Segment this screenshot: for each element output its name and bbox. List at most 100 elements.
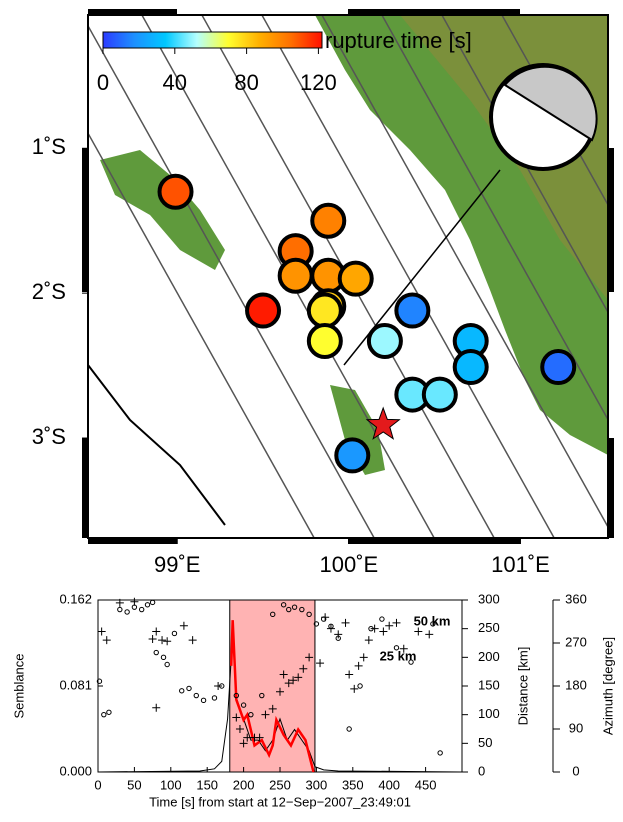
y-axis-label: Semblance [11,653,26,718]
x-tick-label: 350 [342,777,364,792]
source-circle [455,351,487,383]
distance-point [316,659,324,667]
azimuth-point [118,607,122,611]
y3-tick-label: 180 [565,677,587,692]
x-tick-label: 101˚E [491,552,550,577]
distance-point [385,622,393,630]
source-circle [424,379,456,411]
azimuth-point [212,696,216,700]
annotation: 25 km [380,648,417,663]
distance-point [158,636,166,644]
colorbar-tick-label: 0 [97,70,109,95]
azimuth-point [145,603,149,607]
x-tick-label: 250 [269,777,291,792]
figure: rupture time [s] Semblance Distance [km]… [0,0,623,822]
distance-point [103,636,111,644]
y-tick-label: 0.000 [59,763,92,778]
y2-tick-label: 50 [478,735,492,750]
source-circle [369,325,401,357]
distance-point [189,636,197,644]
x-tick-label: 400 [378,777,400,792]
distance-point [345,671,353,679]
colorbar-tick-label: 120 [300,70,337,95]
y3-tick-label: 360 [565,591,587,606]
source-circle [340,263,372,295]
azimuth-point [150,600,154,604]
azimuth-point [107,710,111,714]
source-circle [336,439,368,471]
azimuth-point [154,650,158,654]
azimuth-point [139,607,143,611]
azimuth-point [125,610,129,614]
source-circle [542,351,574,383]
y2-tick-label: 200 [478,649,500,664]
azimuth-point [187,686,191,690]
azimuth-point [194,693,198,697]
y-tick-label: 3˚S [32,424,66,449]
annotation: 50 km [414,613,451,628]
y2-axis-label: Distance [km] [515,647,530,726]
source-circle [309,325,341,357]
source-circle [247,295,279,327]
distance-point [334,630,342,638]
y2-tick-label: 250 [478,620,500,635]
azimuth-point [161,655,165,659]
distance-point [371,625,379,633]
x-tick-label: 0 [94,777,101,792]
azimuth-point [102,712,106,716]
distance-point [152,704,160,712]
x-tick-label: 50 [127,777,141,792]
distance-point [152,628,160,636]
azimuth-point [201,698,205,702]
x-tick-label: 100˚E [319,552,378,577]
distance-point [214,682,222,690]
azimuth-point [347,727,351,731]
distance-point [149,635,157,643]
source-circle [396,295,428,327]
y3-tick-label: 0 [572,763,579,778]
y-tick-label: 0.081 [59,677,92,692]
y-tick-label: 2˚S [32,279,66,304]
azimuth-point [165,662,169,666]
x-tick-label: 100 [160,777,182,792]
y2-tick-label: 300 [478,591,500,606]
source-circle [309,295,341,327]
azimuth-point [172,631,176,635]
distance-point [342,619,350,627]
distance-point [163,637,171,645]
colorbar-tick-label: 40 [163,70,187,95]
x-tick-label: 300 [306,777,328,792]
distance-point [360,653,368,661]
y3-tick-label: 90 [569,720,583,735]
distance-point [98,628,106,636]
distance-point [350,685,358,693]
x-tick-label: 450 [415,777,437,792]
azimuth-point [358,684,362,688]
y-tick-label: 1˚S [32,134,66,159]
x-axis-label: Time [s] from start at 12−Sep−2007_23:49… [149,794,411,809]
y3-axis-label: Azimuth [degree] [600,637,615,735]
y-tick-label: 0.162 [59,591,92,606]
colorbar-label: rupture time [s] [325,28,472,53]
distance-point [392,619,400,627]
azimuth-point [380,617,384,621]
x-tick-label: 99˚E [154,552,200,577]
y2-tick-label: 100 [478,706,500,721]
x-tick-label: 200 [233,777,255,792]
distance-point [180,622,188,630]
source-circle [312,205,344,237]
colorbar [103,32,322,48]
distance-point [379,628,387,636]
distance-point [365,636,373,644]
y2-tick-label: 0 [478,763,485,778]
source-circle [160,176,192,208]
colorbar-tick-label: 80 [234,70,258,95]
y3-tick-label: 270 [565,634,587,649]
source-circle [280,260,312,292]
page: {"chart_data": [ {"type": "scatter", "xl… [0,0,623,822]
distance-point [355,662,363,670]
distance-point [414,628,422,636]
azimuth-point [180,689,184,693]
distance-point [425,630,433,638]
azimuth-point [438,751,442,755]
